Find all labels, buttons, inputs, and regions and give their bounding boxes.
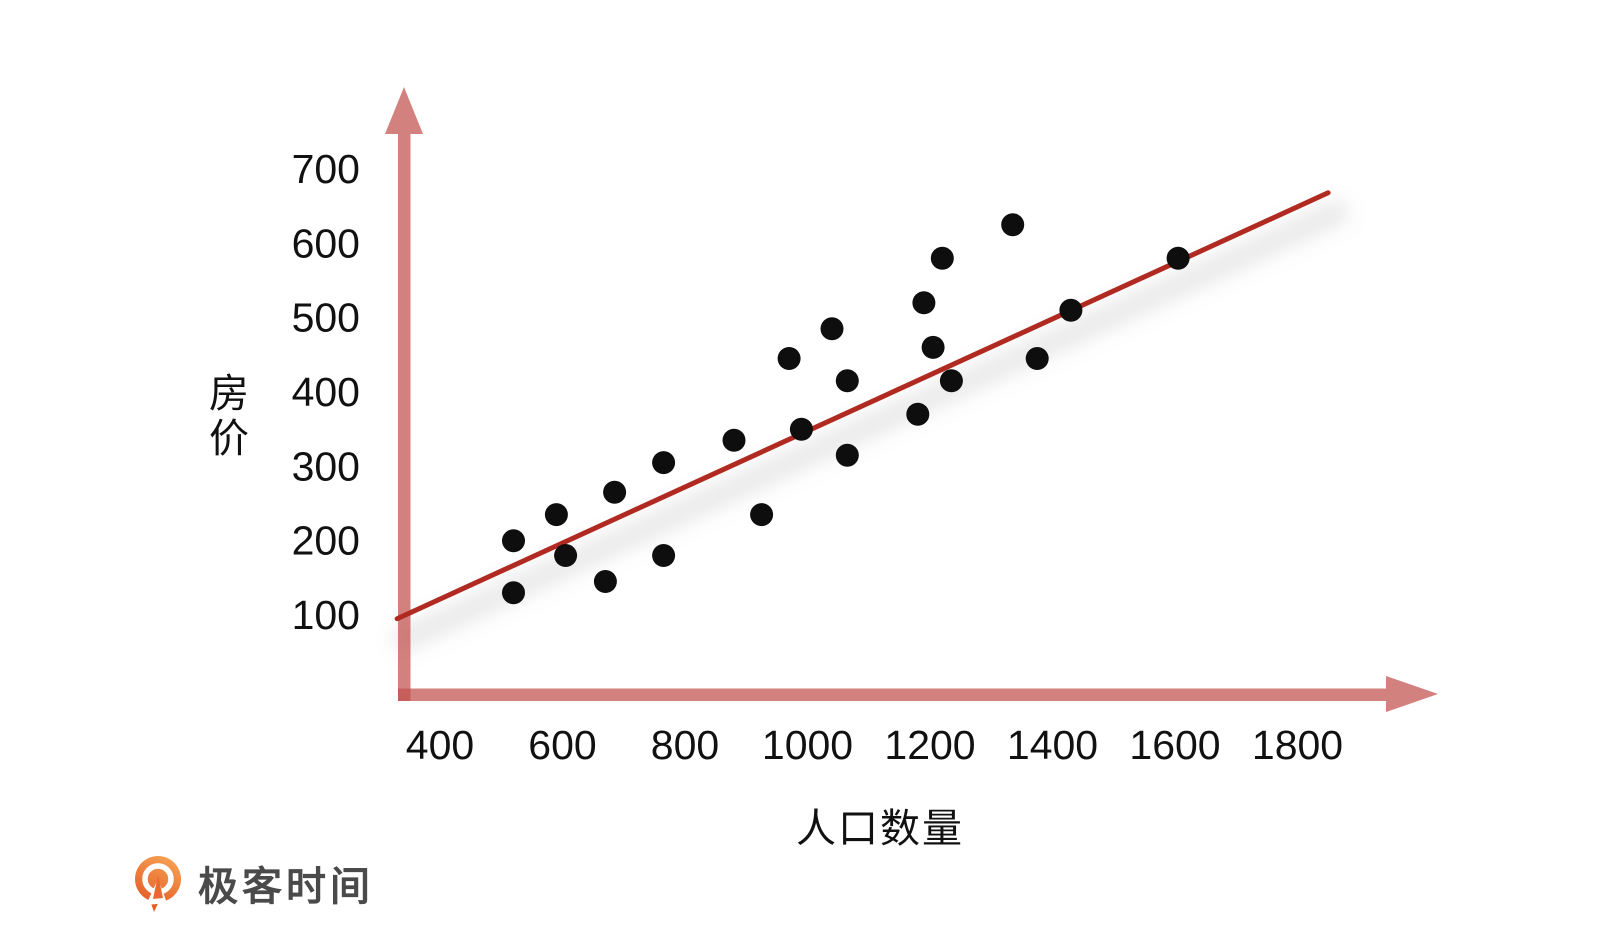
y-tick-label: 400 [292, 369, 360, 415]
data-point [593, 570, 617, 593]
x-axis-title: 人口数量 [796, 807, 964, 851]
x-tick-label: 800 [651, 722, 719, 768]
y-axis-title: 房价 [209, 372, 249, 461]
data-point [912, 291, 936, 315]
data-point [789, 417, 813, 441]
data-point [722, 428, 746, 452]
geektime-logo-icon [135, 856, 181, 912]
x-tick-label: 1000 [762, 722, 853, 768]
x-axis-arrowhead [1386, 676, 1438, 712]
data-point [1059, 298, 1083, 322]
data-point [750, 503, 774, 527]
data-point [603, 480, 627, 504]
x-axis-line [398, 688, 1386, 701]
y-tick-label: 500 [292, 295, 360, 341]
data-point [502, 581, 525, 605]
y-tick-label: 100 [292, 592, 360, 638]
geektime-logo-text: 极客时间 [198, 865, 374, 909]
y-tick-label: 300 [292, 443, 360, 489]
y-axis-line [398, 134, 411, 701]
data-point [554, 544, 578, 567]
data-point [921, 335, 945, 359]
x-tick-label: 1800 [1252, 722, 1343, 768]
data-point [544, 503, 568, 527]
data-point [835, 443, 859, 467]
x-tick-label: 1200 [884, 722, 975, 768]
y-tick-label: 600 [292, 220, 360, 266]
data-point [835, 369, 859, 393]
logo-hand [153, 875, 163, 899]
data-point [906, 402, 930, 426]
data-point [777, 347, 801, 370]
y-tick-label: 200 [292, 518, 360, 564]
geektime-logo: 极客时间 [131, 853, 374, 913]
x-tick-label: 1600 [1129, 722, 1220, 768]
data-point [1166, 246, 1190, 270]
x-tick-label: 400 [406, 722, 474, 768]
y-axis-arrowhead [385, 87, 423, 134]
data-point [939, 369, 963, 393]
data-point [930, 246, 954, 270]
data-point [820, 317, 844, 341]
x-tick-label: 600 [528, 722, 596, 768]
y-tick-label: 700 [292, 146, 360, 192]
x-tick-label: 1400 [1007, 722, 1098, 768]
data-point [652, 544, 676, 567]
data-point [652, 451, 676, 475]
data-point [502, 529, 525, 553]
data-point [1001, 213, 1025, 237]
trendline-shadow [392, 199, 1350, 652]
data-point [1025, 347, 1049, 370]
